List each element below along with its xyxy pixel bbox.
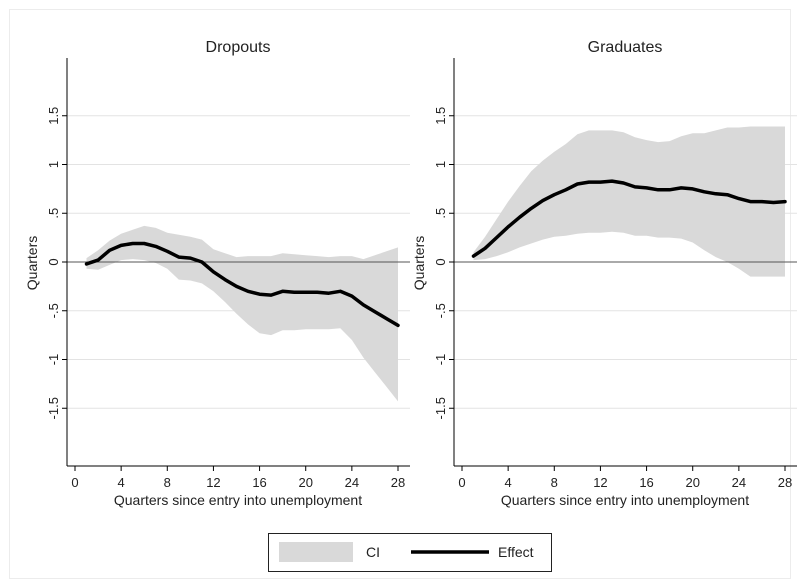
x-axis-title-dropouts: Quarters since entry into unemployment (114, 492, 362, 508)
x-tick-label-dropouts: 28 (391, 475, 405, 490)
legend-ci-label: CI (366, 544, 380, 560)
x-tick-label-graduates: 4 (505, 475, 512, 490)
panel-title-graduates: Graduates (588, 39, 663, 56)
x-tick-label-graduates: 24 (732, 475, 746, 490)
panel-title-dropouts: Dropouts (206, 39, 271, 56)
x-axis-title-graduates: Quarters since entry into unemployment (501, 492, 749, 508)
ci-band-graduates (473, 126, 785, 277)
x-tick-label-graduates: 28 (778, 475, 792, 490)
x-tick-label-dropouts: 24 (345, 475, 359, 490)
y-tick-label-dropouts: 0 (46, 258, 61, 265)
y-axis-title-graduates: Quarters (411, 236, 427, 290)
y-tick-label-graduates: 0 (433, 258, 448, 265)
legend: CI Effect (268, 533, 552, 572)
x-tick-label-dropouts: 16 (252, 475, 266, 490)
y-tick-label-dropouts: 1 (46, 161, 61, 168)
x-tick-label-graduates: 12 (593, 475, 607, 490)
x-tick-label-dropouts: 0 (71, 475, 78, 490)
panel-dropouts: Dropouts -1.5 -1 -.5 0 .5 1 1.5 0 4 8 12 16 20 24 28 Q… (24, 39, 410, 508)
y-tick-label-graduates: .5 (433, 208, 448, 219)
plot-graduates: -1.5 -1 -.5 0 .5 1 1.5 0 4 8 12 16 20 24 28 (433, 58, 797, 490)
y-tick-label-dropouts: .5 (46, 208, 61, 219)
y-tick-label-graduates: -.5 (433, 303, 448, 318)
effect-line-graduates (471, 179, 787, 258)
y-tick-label-dropouts: -1.5 (46, 397, 61, 419)
x-tick-label-dropouts: 4 (118, 475, 125, 490)
legend-ci-swatch (279, 542, 353, 562)
x-tick-label-graduates: 8 (551, 475, 558, 490)
plot-dropouts: -1.5 -1 -.5 0 .5 1 1.5 0 4 8 12 16 20 24 28 (46, 58, 410, 490)
y-tick-label-dropouts: -1 (46, 354, 61, 366)
y-tick-label-graduates: -1 (433, 354, 448, 366)
x-tick-label-graduates: 20 (685, 475, 699, 490)
x-tick-label-graduates: 16 (639, 475, 653, 490)
y-axis-title-dropouts: Quarters (24, 236, 40, 290)
effect-line-dropouts (84, 241, 400, 328)
legend-effect-label: Effect (498, 544, 534, 560)
y-tick-label-dropouts: -.5 (46, 303, 61, 318)
y-tick-label-graduates: -1.5 (433, 397, 448, 419)
ci-band-dropouts (86, 225, 398, 402)
x-tick-label-dropouts: 8 (164, 475, 171, 490)
y-tick-label-dropouts: 1.5 (46, 107, 61, 125)
y-tick-label-graduates: 1 (433, 161, 448, 168)
x-tick-label-graduates: 0 (458, 475, 465, 490)
x-tick-label-dropouts: 20 (298, 475, 312, 490)
figure-border (9, 9, 791, 579)
panel-graduates: Graduates -1.5-1-.50.511.50 4 8 12 16 20 24 28 … (411, 39, 797, 508)
x-tick-label-dropouts: 12 (206, 475, 220, 490)
y-tick-label-graduates: 1.5 (433, 107, 448, 125)
